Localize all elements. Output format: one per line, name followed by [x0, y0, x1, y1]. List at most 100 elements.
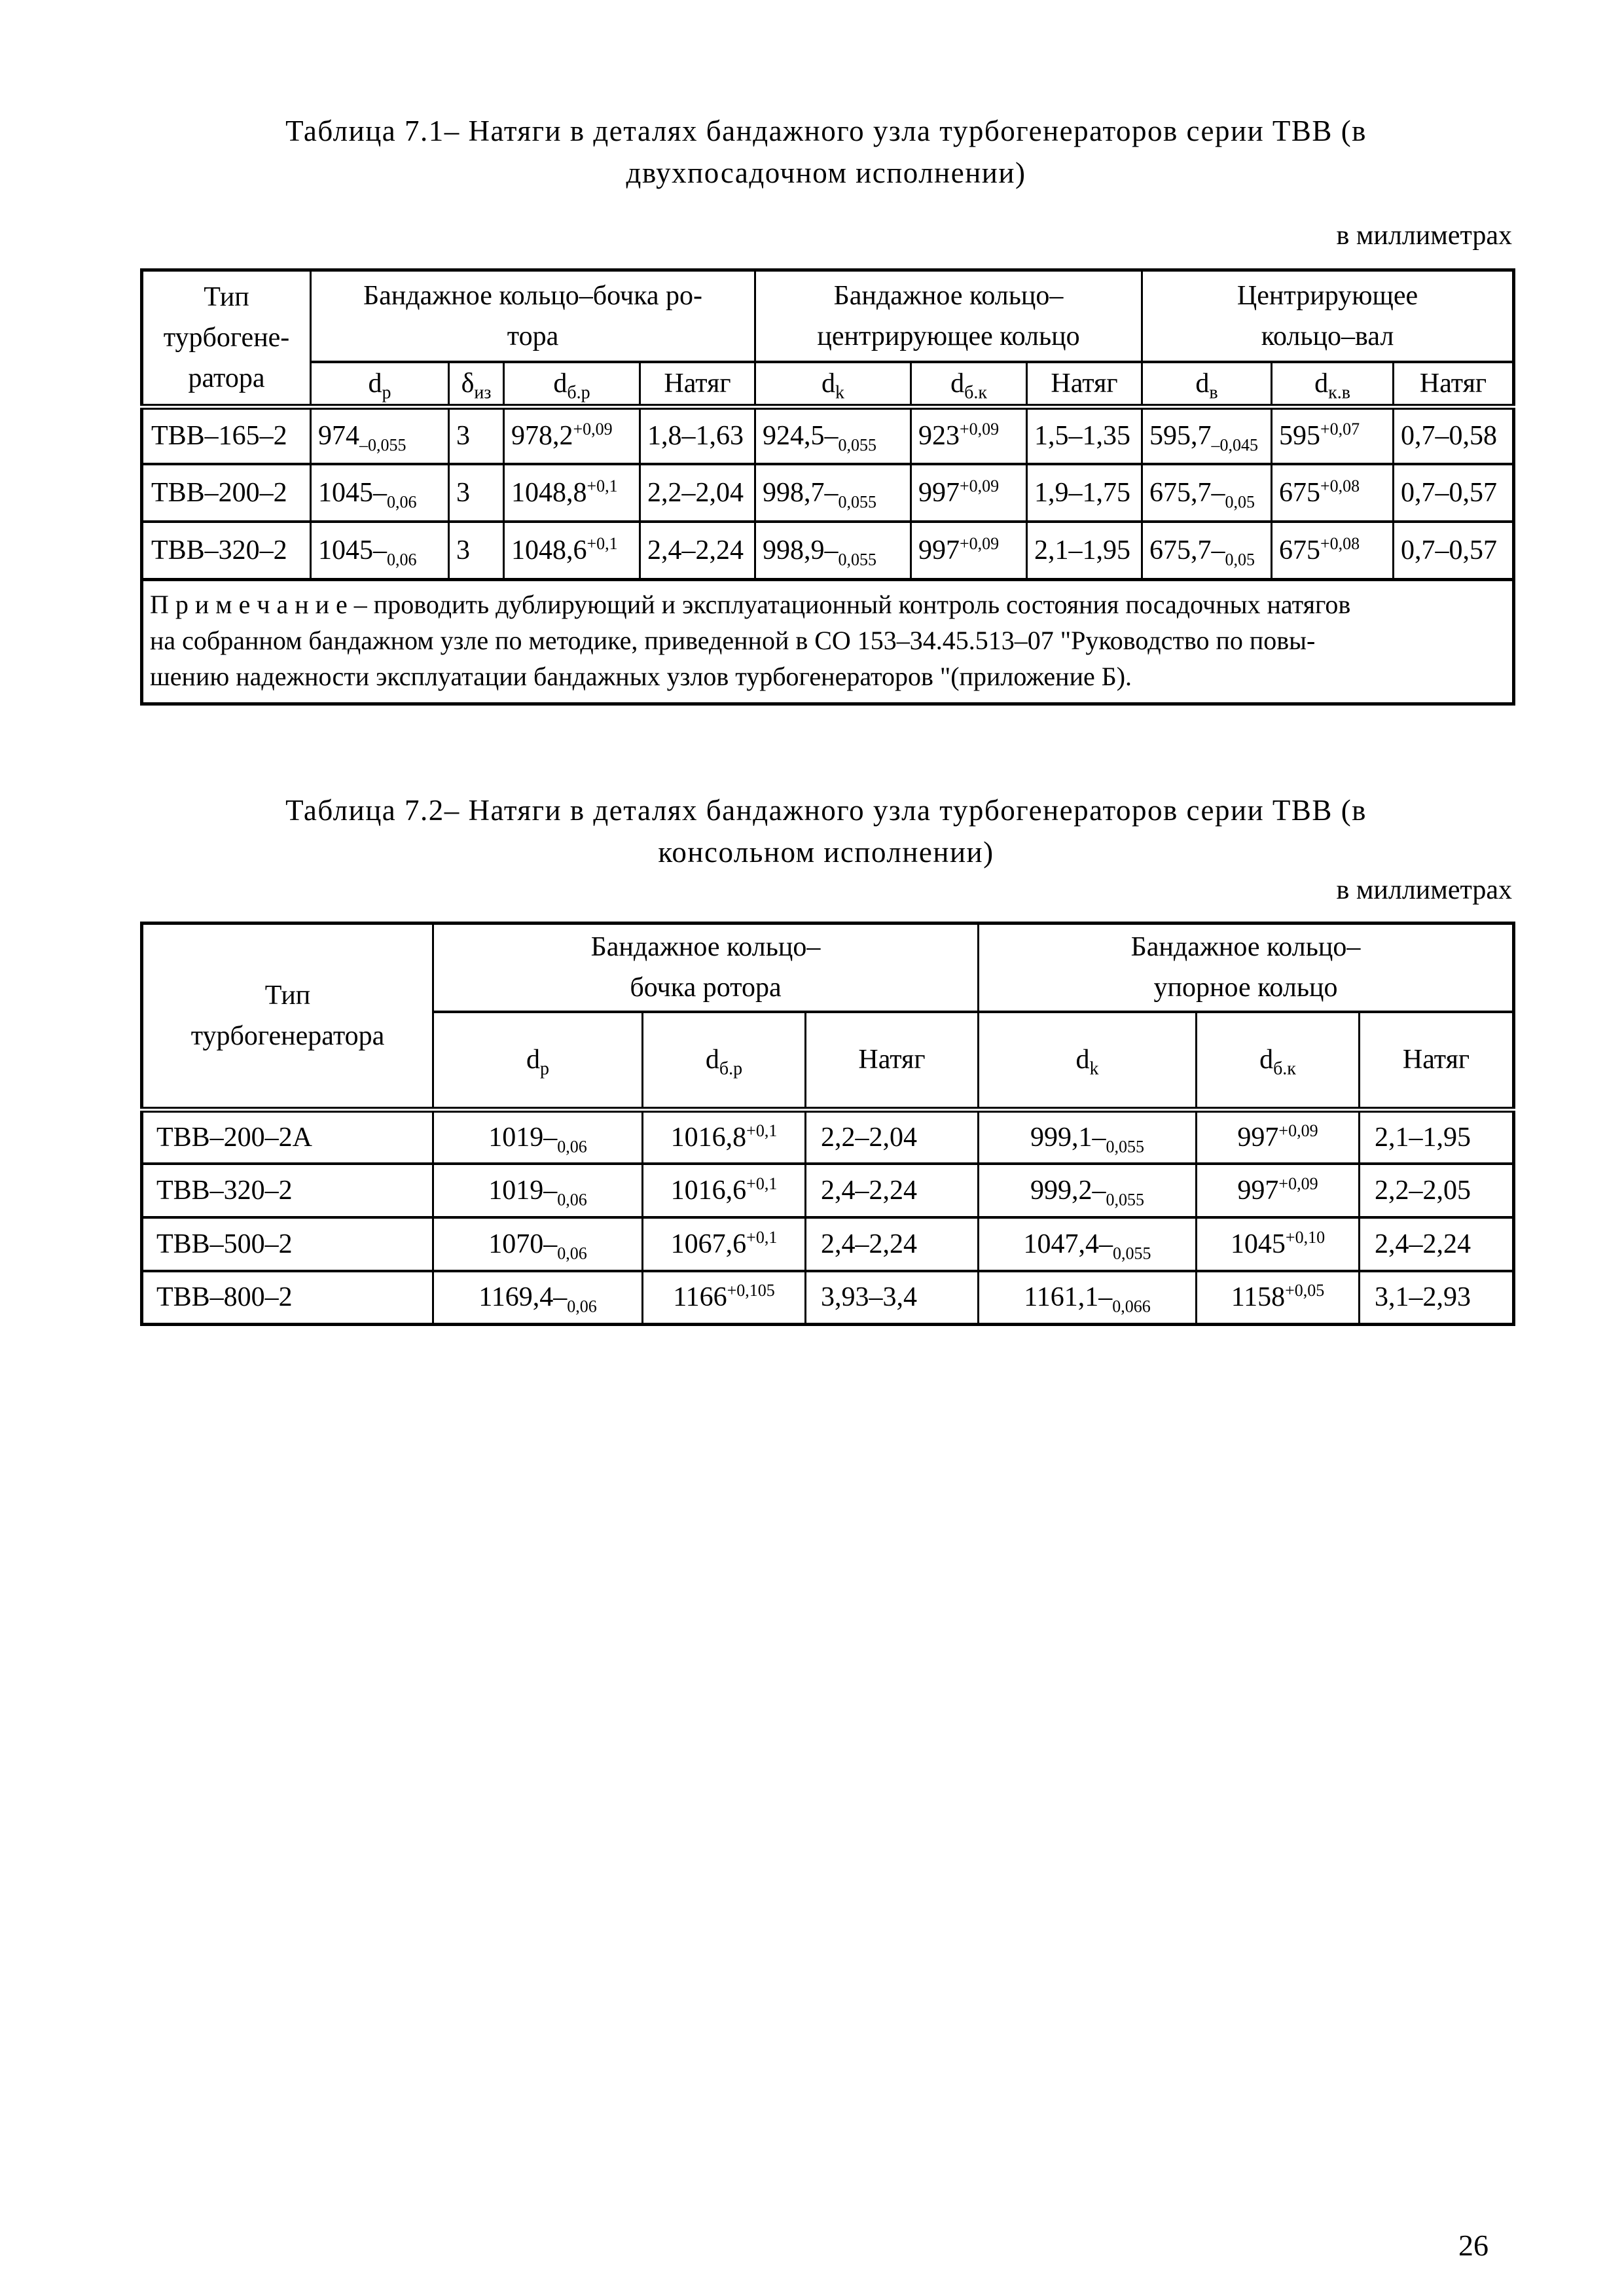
cell-d-bk: 923+0,09	[910, 403, 1028, 465]
table-row: ТВВ–800–2 1169,4–0,06 1166+0,105 3,93–3,…	[141, 1269, 1515, 1325]
cell-d-bk: 997+0,09	[910, 463, 1028, 523]
cell-generator-type: ТВВ–500–2	[141, 1215, 434, 1272]
table-row: ТВВ–200–2 1045–0,06 3 1048,8+0,1 2,2–2,0…	[141, 463, 1515, 523]
cell-natyag: 2,2–2,04	[804, 1107, 979, 1164]
cell-d-br: 1067,6+0,1	[641, 1215, 806, 1272]
table2-sub-header-row: dр dб.р Натяг dk dб.к Натяг	[142, 1011, 1515, 1111]
col-header-d-kv: dк.в	[1271, 361, 1395, 408]
group-header-ring-barrel: Бандажное кольцо– бочка ротора	[432, 922, 979, 1013]
table1-title: Таблица 7.1– Натяги в деталях бандажного…	[285, 115, 1367, 189]
table-row: ТВВ–320–2 1045–0,06 3 1048,6+0,1 2,4–2,2…	[141, 520, 1515, 581]
table1-sub-header-row: dр δиз dб.р Натяг dk dб.к Натяг dв dк.в …	[142, 361, 1515, 408]
table-row: ТВВ–320–2 1019–0,06 1016,6+0,1 2,4–2,24 …	[141, 1162, 1515, 1218]
cell-natyag: 1,8–1,63	[638, 403, 757, 465]
cell-generator-type: ТВВ–165–2	[141, 403, 312, 465]
col-header-generator-type: Тип турбогенератора	[141, 922, 434, 1111]
cell-natyag: 0,7–0,58	[1392, 403, 1515, 465]
col-header-d-v: dв	[1141, 361, 1273, 408]
cell-generator-type: ТВВ–200–2	[141, 463, 312, 523]
cell-natyag: 0,7–0,57	[1392, 520, 1515, 581]
table-note: П р и м е ч а н и е – проводить дублирую…	[140, 577, 1515, 705]
cell-d-p: 1045–0,06	[310, 520, 450, 581]
col-header-d-br: dб.р	[641, 1011, 806, 1111]
cell-natyag: 3,93–3,4	[804, 1269, 979, 1325]
col-header-d-k: dk	[754, 361, 912, 408]
cell-d-p: 1169,4–0,06	[432, 1269, 643, 1325]
cell-d-br: 1016,6+0,1	[641, 1162, 806, 1218]
cell-d-br: 978,2+0,09	[503, 403, 641, 465]
col-header-delta-iz: δиз	[448, 361, 505, 408]
cell-d-bk: 997+0,09	[910, 520, 1028, 581]
table1-note-row: П р и м е ч а н и е – проводить дублирую…	[140, 577, 1515, 705]
cell-d-kv: 675+0,08	[1271, 463, 1395, 523]
cell-generator-type: ТВВ–800–2	[141, 1269, 434, 1325]
cell-d-p: 974–0,055	[310, 403, 450, 465]
col-header-d-k: dk	[977, 1011, 1197, 1111]
cell-natyag: 3,1–2,93	[1358, 1269, 1515, 1325]
col-header-d-bk: dб.к	[1195, 1011, 1360, 1111]
cell-d-br: 1048,6+0,1	[503, 520, 641, 581]
cell-natyag: 0,7–0,57	[1392, 463, 1515, 523]
cell-natyag: 2,4–2,24	[804, 1215, 979, 1272]
table-7-1: Тип турбогене- ратора Бандажное кольцо–б…	[140, 268, 1516, 706]
cell-d-p: 1070–0,06	[432, 1215, 643, 1272]
cell-d-v: 675,7–0,05	[1141, 463, 1273, 523]
col-header-d-br: dб.р	[503, 361, 641, 408]
table1-group-header-row: Тип турбогене- ратора Бандажное кольцо–б…	[141, 269, 1515, 408]
cell-d-p: 1019–0,06	[432, 1107, 643, 1164]
group-header-centering-shaft: Центрирующее кольцо–вал	[1141, 269, 1515, 363]
cell-d-kv: 675+0,08	[1271, 520, 1395, 581]
cell-d-br: 1166+0,105	[641, 1269, 806, 1325]
cell-generator-type: ТВВ–320–2	[141, 1162, 434, 1218]
cell-delta-iz: 3	[448, 403, 505, 465]
cell-d-br: 1048,8+0,1	[503, 463, 641, 523]
col-header-generator-type: Тип турбогене- ратора	[141, 269, 312, 408]
cell-d-bk: 1045+0,10	[1195, 1215, 1360, 1272]
table-row: ТВВ–165–2 974–0,055 3 978,2+0,09 1,8–1,6…	[141, 403, 1515, 465]
col-header-natyag: Натяг	[1026, 361, 1144, 408]
cell-natyag: 1,5–1,35	[1026, 403, 1144, 465]
cell-natyag: 2,1–1,95	[1026, 520, 1144, 581]
col-header-d-p: dр	[310, 361, 450, 408]
col-header-d-p: dр	[432, 1011, 643, 1111]
cell-natyag: 2,4–2,24	[638, 520, 757, 581]
cell-delta-iz: 3	[448, 520, 505, 581]
cell-d-p: 1019–0,06	[432, 1162, 643, 1218]
cell-d-bk: 1158+0,05	[1195, 1269, 1360, 1325]
col-header-natyag: Натяг	[1358, 1011, 1515, 1111]
cell-natyag: 2,1–1,95	[1358, 1107, 1515, 1164]
cell-natyag: 2,4–2,24	[1358, 1215, 1515, 1272]
cell-d-v: 595,7–0,045	[1141, 403, 1273, 465]
cell-d-k: 999,1–0,055	[977, 1107, 1197, 1164]
cell-d-bk: 997+0,09	[1195, 1162, 1360, 1218]
cell-d-k: 1161,1–0,066	[977, 1269, 1197, 1325]
col-header-natyag: Натяг	[804, 1011, 979, 1111]
table2-units-label: в миллиметрах	[1336, 875, 1512, 905]
cell-generator-type: ТВВ–320–2	[141, 520, 312, 581]
cell-d-k: 924,5–0,055	[754, 403, 912, 465]
group-header-ring-thrust: Бандажное кольцо– упорное кольцо	[977, 922, 1515, 1013]
cell-d-bk: 997+0,09	[1195, 1107, 1360, 1164]
cell-generator-type: ТВВ–200–2А	[141, 1107, 434, 1164]
cell-d-k: 998,7–0,055	[754, 463, 912, 523]
page-number: 26	[1458, 2229, 1489, 2262]
cell-natyag: 2,2–2,04	[638, 463, 757, 523]
col-header-natyag: Натяг	[638, 361, 757, 408]
table2-title: Таблица 7.2– Натяги в деталях бандажного…	[285, 794, 1367, 869]
table2-group-header-row: Тип турбогенератора Бандажное кольцо– бо…	[141, 922, 1515, 1111]
cell-d-v: 675,7–0,05	[1141, 520, 1273, 581]
cell-d-k: 999,2–0,055	[977, 1162, 1197, 1218]
table-row: ТВВ–200–2А 1019–0,06 1016,8+0,1 2,2–2,04…	[141, 1107, 1515, 1164]
table-row: ТВВ–500–2 1070–0,06 1067,6+0,1 2,4–2,24 …	[141, 1215, 1515, 1272]
cell-d-kv: 595+0,07	[1271, 403, 1395, 465]
cell-d-k: 1047,4–0,055	[977, 1215, 1197, 1272]
table1-units-label: в миллиметрах	[1336, 221, 1512, 251]
cell-natyag: 1,9–1,75	[1026, 463, 1144, 523]
group-header-ring-barrel: Бандажное кольцо–бочка ро- тора	[309, 269, 757, 363]
group-header-ring-centering: Бандажное кольцо– центрирующее кольцо	[754, 269, 1144, 363]
cell-natyag: 2,4–2,24	[804, 1162, 979, 1218]
table-7-2: Тип турбогенератора Бандажное кольцо– бо…	[140, 922, 1516, 1326]
cell-delta-iz: 3	[448, 463, 505, 523]
cell-d-p: 1045–0,06	[310, 463, 450, 523]
